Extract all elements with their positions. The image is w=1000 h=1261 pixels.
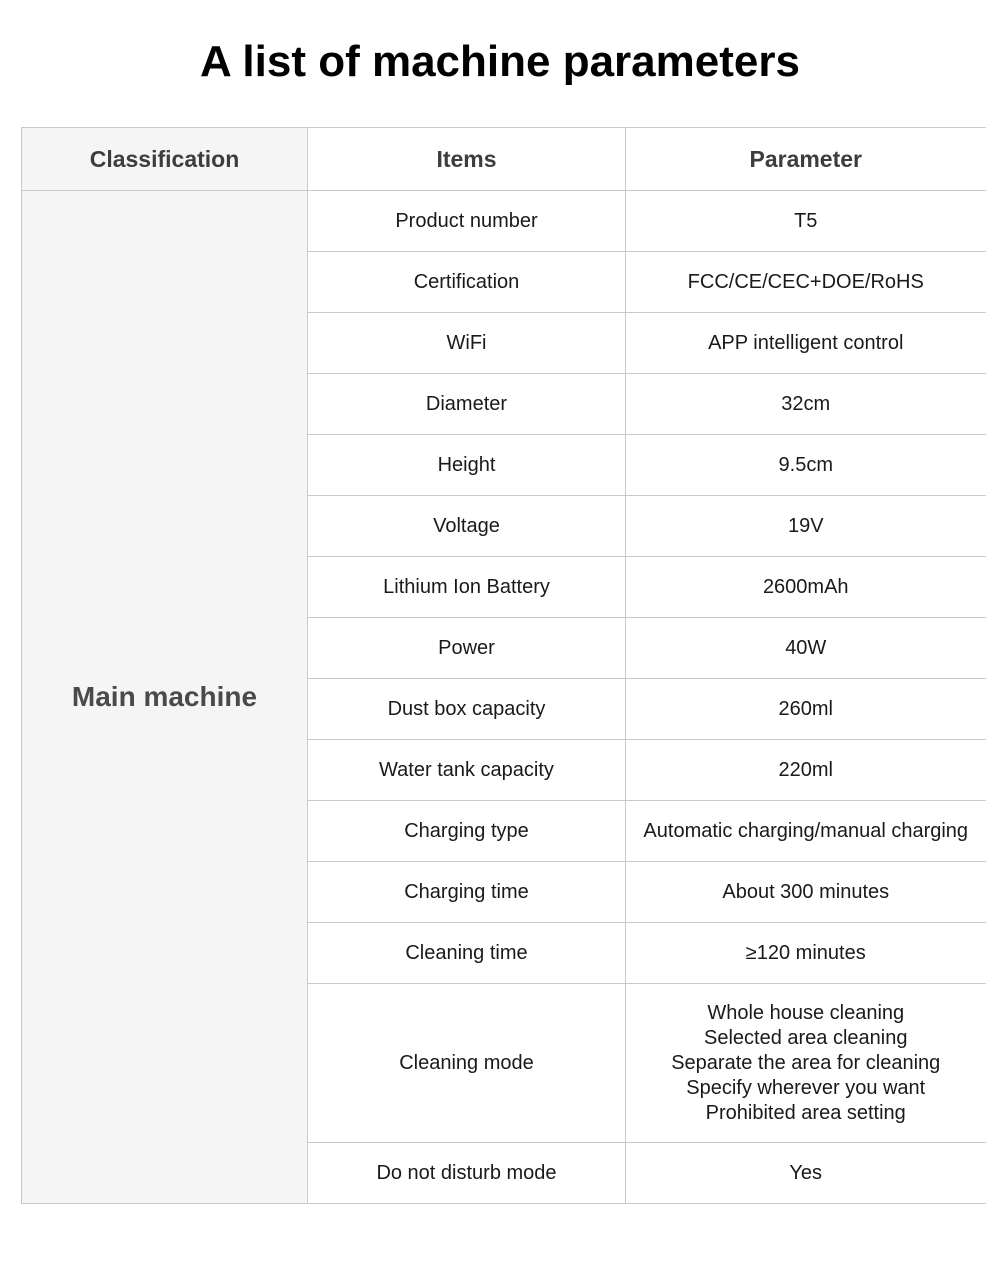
parameter-cell: 32cm (625, 373, 986, 435)
item-cell: Cleaning time (307, 922, 626, 984)
item-cell: Cleaning mode (307, 983, 626, 1143)
parameter-cell: Yes (625, 1142, 986, 1204)
item-cell: Power (307, 617, 626, 679)
item-cell: Charging time (307, 861, 626, 923)
table-row: WiFi APP intelligent control (22, 312, 986, 374)
parameter-cell: 2600mAh (625, 556, 986, 618)
table-row: Diameter 32cm (22, 373, 986, 435)
item-cell: Height (307, 434, 626, 496)
parameter-cell: 40W (625, 617, 986, 679)
item-cell: WiFi (307, 312, 626, 374)
table-row: Do not disturb mode Yes (22, 1142, 986, 1204)
table-row: Water tank capacity 220ml (22, 739, 986, 801)
table-row: Lithium Ion Battery 2600mAh (22, 556, 986, 618)
page-title: A list of machine parameters (200, 37, 800, 86)
parameter-cell: 260ml (625, 678, 986, 740)
table-row: Charging type Automatic charging/manual … (22, 800, 986, 862)
item-cell: Charging type (307, 800, 626, 862)
classification-cell: Main machine (21, 190, 308, 1204)
parameter-cell: T5 (625, 190, 986, 252)
parameters-table: Classification Items Parameter Main mach… (21, 127, 986, 1204)
table-row: Main machine Product number T5 (21, 190, 986, 1204)
item-cell: Lithium Ion Battery (307, 556, 626, 618)
item-cell: Certification (307, 251, 626, 313)
table-row: Charging time About 300 minutes (22, 861, 986, 923)
parameter-cell: 9.5cm (625, 434, 986, 496)
parameter-cell: ≥120 minutes (625, 922, 986, 984)
parameter-cell: APP intelligent control (625, 312, 986, 374)
table-row: Height 9.5cm (22, 434, 986, 496)
parameter-cell: About 300 minutes (625, 861, 986, 923)
item-cell: Voltage (307, 495, 626, 557)
parameter-cell: Automatic charging/manual charging (625, 800, 986, 862)
header-row: Classification Items Parameter (21, 127, 986, 191)
parameter-cell: FCC/CE/CEC+DOE/RoHS (625, 251, 986, 313)
table-row: Dust box capacity 260ml (22, 678, 986, 740)
column-header-items: Items (307, 127, 626, 191)
item-cell: Dust box capacity (307, 678, 626, 740)
item-cell: Product number (307, 190, 626, 252)
item-cell: Water tank capacity (307, 739, 626, 801)
item-cell: Do not disturb mode (307, 1142, 626, 1204)
table-row: Power 40W (22, 617, 986, 679)
parameter-cell: 220ml (625, 739, 986, 801)
parameter-cell: Whole house cleaning Selected area clean… (625, 983, 986, 1143)
table-row: Cleaning time ≥120 minutes (22, 922, 986, 984)
column-header-parameter: Parameter (625, 127, 986, 191)
column-header-classification: Classification (21, 127, 308, 191)
parameter-cell: 19V (625, 495, 986, 557)
item-cell: Diameter (307, 373, 626, 435)
